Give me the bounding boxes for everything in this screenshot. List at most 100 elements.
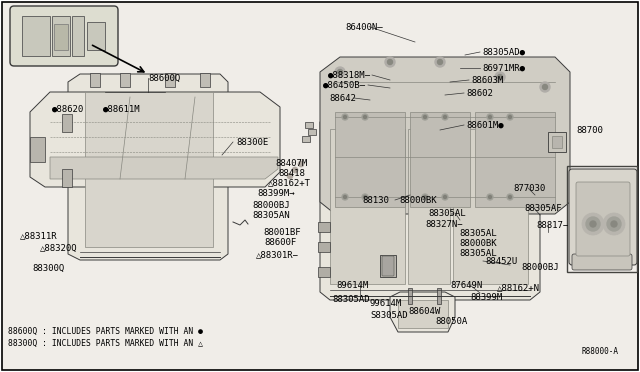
Bar	[318, 222, 330, 232]
Circle shape	[435, 57, 445, 67]
Text: 88305AL: 88305AL	[459, 248, 497, 257]
Bar	[62, 114, 72, 132]
Circle shape	[543, 84, 547, 90]
Text: 88399M: 88399M	[470, 294, 502, 302]
Circle shape	[335, 67, 345, 77]
Bar	[85, 92, 213, 247]
Polygon shape	[50, 157, 278, 179]
Text: 88305AD●: 88305AD●	[482, 48, 525, 57]
Circle shape	[298, 161, 304, 167]
Circle shape	[487, 194, 493, 200]
Polygon shape	[390, 292, 455, 332]
Text: △88162+T: △88162+T	[268, 179, 311, 187]
Text: 88600F: 88600F	[264, 237, 296, 247]
Circle shape	[364, 196, 367, 199]
Circle shape	[424, 115, 426, 119]
Text: △88162+N: △88162+N	[497, 283, 540, 292]
Circle shape	[337, 70, 342, 74]
Text: S8305AD: S8305AD	[370, 311, 408, 321]
Polygon shape	[68, 74, 228, 260]
Text: 88000BJ: 88000BJ	[252, 201, 290, 209]
Text: ●86450B—: ●86450B—	[323, 80, 366, 90]
Text: ●88611M: ●88611M	[103, 105, 141, 113]
Text: 88050A: 88050A	[435, 317, 467, 327]
Circle shape	[497, 74, 502, 80]
Text: 88642: 88642	[329, 93, 356, 103]
Text: 88399M→: 88399M→	[257, 189, 294, 198]
Circle shape	[488, 196, 492, 199]
Text: 88452U: 88452U	[485, 257, 517, 266]
Bar	[165, 73, 175, 87]
Bar	[72, 16, 84, 56]
Circle shape	[487, 114, 493, 120]
Circle shape	[292, 167, 298, 173]
Text: △88311R: △88311R	[20, 231, 58, 241]
Text: 88300E: 88300E	[236, 138, 268, 147]
Bar	[453, 129, 528, 284]
Bar	[552, 136, 562, 148]
Bar	[437, 288, 441, 304]
Text: 877030: 877030	[513, 183, 545, 192]
Bar	[318, 242, 330, 252]
Bar	[22, 16, 50, 56]
Bar	[567, 166, 637, 272]
Text: 88305AN: 88305AN	[252, 211, 290, 219]
Text: 88000BK: 88000BK	[459, 238, 497, 247]
Circle shape	[590, 221, 596, 227]
Text: 88604W: 88604W	[408, 308, 440, 317]
Circle shape	[611, 221, 617, 227]
Circle shape	[362, 194, 368, 200]
Circle shape	[287, 173, 293, 179]
Text: 88305AL: 88305AL	[459, 228, 497, 237]
FancyBboxPatch shape	[382, 256, 394, 276]
FancyBboxPatch shape	[572, 254, 632, 270]
Bar	[318, 267, 330, 277]
Text: 88418: 88418	[278, 169, 305, 177]
Circle shape	[507, 194, 513, 200]
Circle shape	[387, 60, 392, 64]
Circle shape	[342, 194, 348, 200]
Bar	[30, 137, 45, 162]
Bar	[475, 112, 555, 207]
Circle shape	[422, 114, 428, 120]
Bar	[302, 136, 310, 142]
Circle shape	[586, 217, 600, 231]
FancyBboxPatch shape	[569, 169, 637, 265]
Bar	[54, 24, 68, 50]
Text: 88817−: 88817−	[536, 221, 568, 230]
Text: 88300Q : INCLUDES PARTS MARKED WITH AN △: 88300Q : INCLUDES PARTS MARKED WITH AN △	[8, 339, 203, 348]
Text: 88300Q: 88300Q	[32, 263, 64, 273]
Circle shape	[442, 194, 448, 200]
Text: 88000BJ: 88000BJ	[521, 263, 559, 272]
Text: ●88620: ●88620	[52, 105, 84, 113]
Circle shape	[603, 213, 625, 235]
Bar	[87, 22, 105, 50]
Text: 88700: 88700	[576, 125, 603, 135]
Text: △88301R−: △88301R−	[256, 250, 299, 260]
Circle shape	[362, 114, 368, 120]
Circle shape	[582, 213, 604, 235]
Bar	[62, 169, 72, 187]
Circle shape	[444, 196, 447, 199]
Text: 88130: 88130	[362, 196, 389, 205]
Circle shape	[507, 114, 513, 120]
Bar	[308, 129, 316, 135]
Text: 88305AL: 88305AL	[428, 208, 466, 218]
Bar	[380, 255, 396, 277]
Text: 88600Q: 88600Q	[148, 74, 180, 83]
Text: 88305AD: 88305AD	[332, 295, 370, 305]
Circle shape	[444, 115, 447, 119]
Text: 88327N−: 88327N−	[425, 219, 463, 228]
Text: 88601M●: 88601M●	[466, 121, 504, 129]
Text: 99614M: 99614M	[370, 298, 403, 308]
Text: 88600Q : INCLUDES PARTS MARKED WITH AN ●: 88600Q : INCLUDES PARTS MARKED WITH AN ●	[8, 327, 203, 336]
FancyBboxPatch shape	[10, 6, 118, 66]
Bar	[548, 132, 566, 152]
Text: 88305AF: 88305AF	[524, 203, 562, 212]
Text: 89614M: 89614M	[336, 280, 368, 289]
Bar	[408, 129, 450, 284]
Text: 88001BF: 88001BF	[263, 228, 301, 237]
Circle shape	[344, 115, 346, 119]
Text: 87649N: 87649N	[450, 280, 483, 289]
Circle shape	[364, 115, 367, 119]
